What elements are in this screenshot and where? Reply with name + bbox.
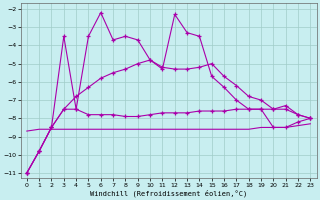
- X-axis label: Windchill (Refroidissement éolien,°C): Windchill (Refroidissement éolien,°C): [90, 189, 247, 197]
